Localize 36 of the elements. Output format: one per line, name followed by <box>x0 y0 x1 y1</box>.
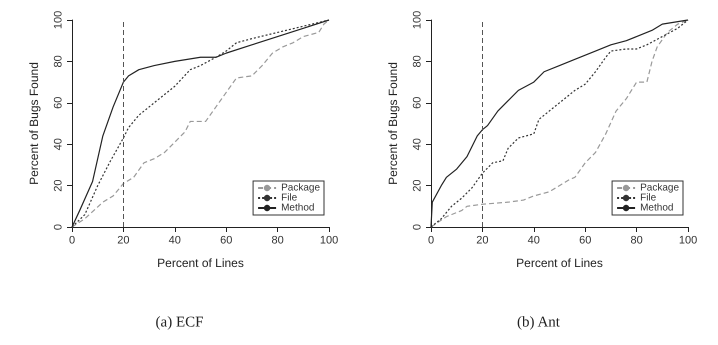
text: (a) ECF <box>156 314 204 330</box>
y-tick-label: 0 <box>412 224 424 230</box>
text: (b) Ant <box>517 314 561 330</box>
x-tick-label: 80 <box>630 234 643 246</box>
x-tick-label: 20 <box>476 234 489 246</box>
legend-label: Package <box>640 182 680 194</box>
legend-label: Method <box>281 202 314 214</box>
x-axis-title: Percent of Lines <box>157 256 244 270</box>
y-tick-label: 100 <box>412 10 424 30</box>
legend-label: Method <box>640 202 674 214</box>
y-tick-label: 80 <box>52 55 64 68</box>
y-tick-label: 40 <box>412 138 424 150</box>
x-tick-label: 100 <box>320 234 338 246</box>
x-tick-label: 60 <box>220 234 232 246</box>
y-axis-title: Percent of Bugs Found <box>27 62 41 185</box>
y-tick-label: 80 <box>412 55 424 68</box>
y-tick-label: 0 <box>52 224 64 230</box>
x-tick-label: 40 <box>528 234 540 246</box>
y-axis-title: Percent of Bugs Found <box>386 62 400 185</box>
y-tick-label: 100 <box>52 10 64 30</box>
y-tick-label: 20 <box>52 179 64 192</box>
x-axis-title: Percent of Lines <box>516 256 603 270</box>
x-tick-label: 60 <box>579 234 592 246</box>
x-tick-label: 80 <box>271 234 284 246</box>
y-tick-label: 60 <box>52 96 64 109</box>
legend-label: File <box>640 192 657 204</box>
x-tick-label: 100 <box>678 234 698 246</box>
y-tick-label: 60 <box>412 96 424 109</box>
legend-label: File <box>281 192 298 204</box>
x-tick-label: 40 <box>168 234 181 246</box>
x-tick-label: 20 <box>117 234 130 246</box>
x-tick-label: 0 <box>68 234 76 246</box>
legend-label: Package <box>281 182 320 194</box>
y-tick-label: 20 <box>412 179 424 192</box>
y-tick-label: 40 <box>52 138 64 150</box>
x-tick-label: 0 <box>428 234 434 246</box>
